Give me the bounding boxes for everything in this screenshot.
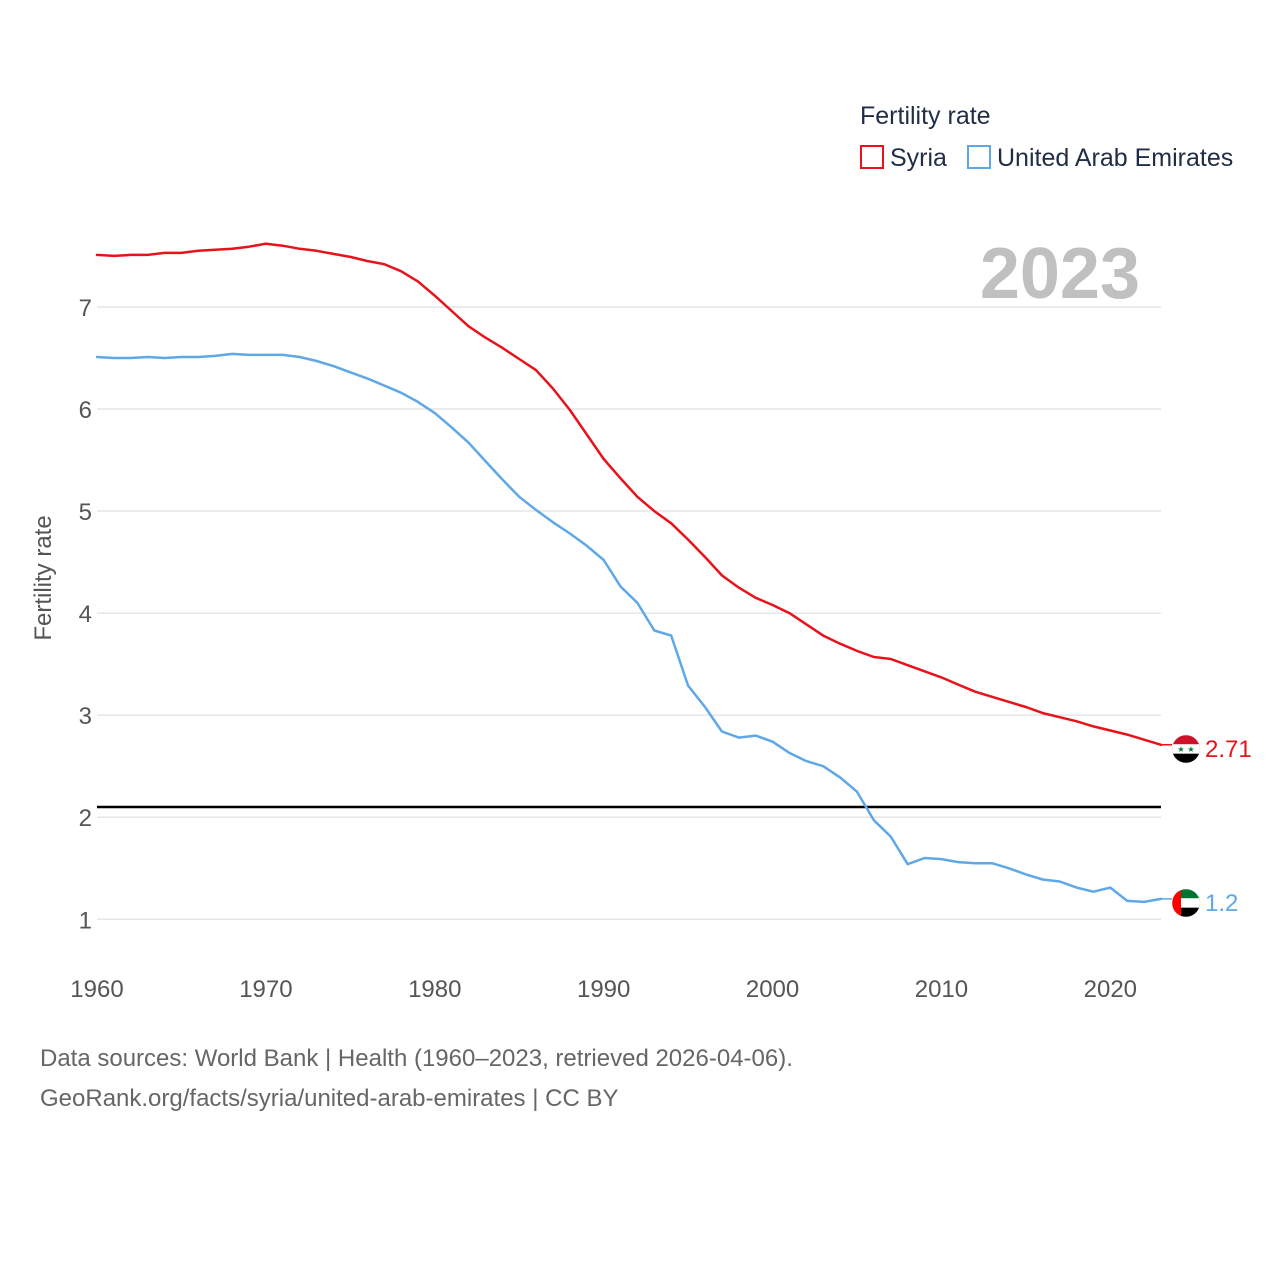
y-tick-label: 4 [79,601,92,628]
legend-swatch-syria [860,145,884,169]
x-axis-ticks: 1960 1970 1980 1990 2000 2010 2020 [70,976,1137,1003]
footer-attribution[interactable]: GeoRank.org/facts/syria/united-arab-emir… [40,1085,619,1112]
x-tick-label: 1980 [408,976,461,1003]
legend-title: Fertility rate [860,102,991,130]
legend-swatch-uae [967,145,991,169]
year-label: 2023 [980,234,1140,314]
uae-flag-icon [1172,889,1200,917]
x-tick-label: 2020 [1084,976,1137,1003]
y-axis-ticks: 1 2 3 4 5 6 7 [79,295,92,934]
legend-item-syria[interactable]: Syria [860,144,947,172]
y-tick-label: 1 [79,907,92,934]
y-tick-label: 5 [79,499,92,526]
svg-text:★: ★ [1187,745,1194,754]
y-tick-label: 3 [79,703,92,730]
y-axis-title: Fertility rate [30,515,57,640]
legend-label-uae: United Arab Emirates [997,144,1233,172]
x-tick-label: 1970 [239,976,292,1003]
x-tick-label: 2000 [746,976,799,1003]
footer-sources: Data sources: World Bank | Health (1960–… [40,1045,793,1072]
end-value-syria: 2.71 [1205,736,1252,763]
legend: Fertility rate Syria United Arab Emirate… [860,102,1233,172]
series-line-1[interactable] [95,352,1163,904]
series-lines [95,242,1172,904]
end-value-uae: 1.2 [1205,890,1238,917]
y-tick-label: 7 [79,295,92,322]
x-tick-label: 1960 [70,976,123,1003]
x-tick-label: 2010 [915,976,968,1003]
svg-text:★: ★ [1177,745,1184,754]
grid-lines [97,306,1161,921]
series-line-0[interactable] [95,242,1163,747]
y-tick-label: 2 [79,805,92,832]
x-tick-label: 1990 [577,976,630,1003]
legend-label-syria: Syria [890,144,947,172]
y-tick-label: 6 [79,397,92,424]
legend-item-uae[interactable]: United Arab Emirates [967,144,1233,172]
fertility-chart: 1 2 3 4 5 6 7 1960 1970 1980 1990 2000 2010 2020 Fer… [30,102,1252,1003]
syria-flag-icon: ★ ★ [1172,735,1200,763]
